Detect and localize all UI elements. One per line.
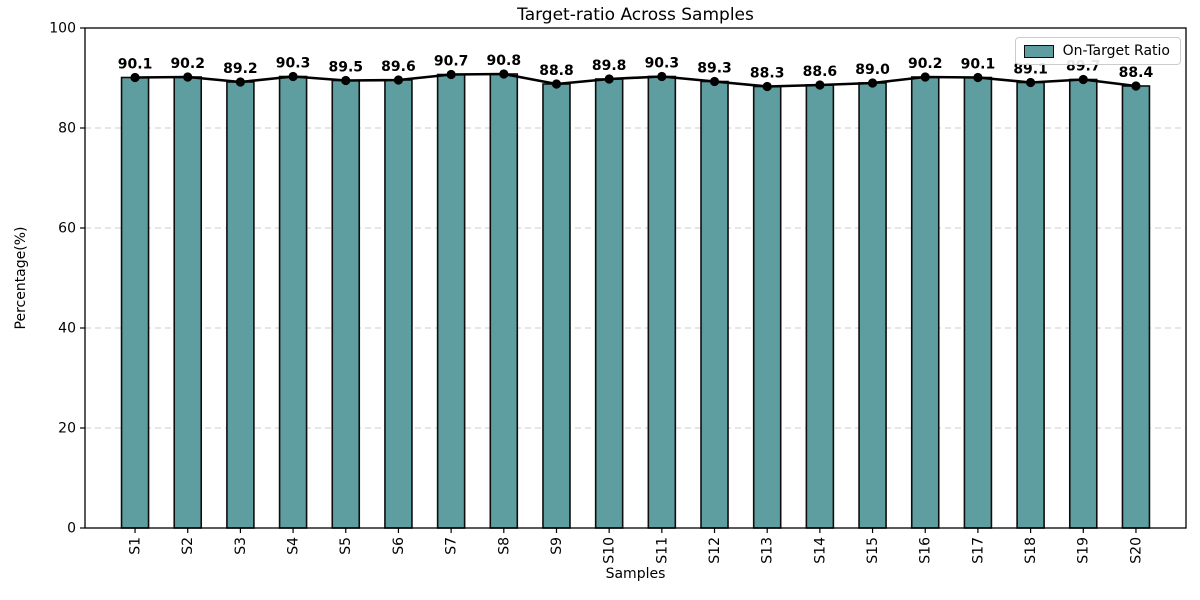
value-label: 89.8 xyxy=(592,58,627,74)
x-tick-label: S9 xyxy=(549,537,565,555)
value-label: 90.3 xyxy=(276,56,311,72)
x-tick-label: S3 xyxy=(233,537,249,555)
bar xyxy=(647,75,677,529)
data-point-marker xyxy=(973,72,983,83)
bar xyxy=(542,83,571,529)
x-tick-label: S13 xyxy=(760,537,776,564)
data-point-marker xyxy=(1025,77,1036,88)
x-tick-label: S11 xyxy=(654,537,670,564)
data-point-marker xyxy=(288,71,298,82)
value-label: 89.6 xyxy=(381,59,416,75)
value-label: 88.3 xyxy=(750,66,785,82)
value-label: 89.3 xyxy=(697,61,732,77)
bar xyxy=(120,76,150,529)
x-tick-label: S12 xyxy=(707,537,723,564)
bar xyxy=(700,80,729,529)
value-label: 90.1 xyxy=(118,57,153,73)
x-tick-label: S20 xyxy=(1128,537,1144,564)
x-tick-label: S14 xyxy=(812,537,828,564)
x-tick-label: S15 xyxy=(865,537,881,564)
legend: On-Target Ratio xyxy=(1014,37,1181,65)
legend-swatch-icon xyxy=(1023,44,1054,58)
bar xyxy=(805,84,835,529)
x-tick-label: S5 xyxy=(338,537,354,555)
bar xyxy=(910,76,940,529)
bar xyxy=(1068,78,1098,529)
axis-frame xyxy=(84,27,1187,529)
bar xyxy=(226,81,255,529)
bar xyxy=(173,76,203,529)
value-label: 88.8 xyxy=(539,63,574,79)
bar xyxy=(384,79,413,529)
data-point-marker xyxy=(235,77,246,87)
legend-label: On-Target Ratio xyxy=(1062,43,1170,59)
y-tick-label: 100 xyxy=(49,20,76,36)
x-tick-label: S6 xyxy=(391,537,407,555)
bar xyxy=(594,78,624,529)
bar xyxy=(1016,81,1045,529)
bar xyxy=(331,79,361,529)
value-label: 89.2 xyxy=(223,61,258,77)
data-point-marker xyxy=(130,72,140,83)
value-label: 89.0 xyxy=(855,62,890,78)
x-axis-label: Samples xyxy=(605,566,666,582)
x-tick-label: S16 xyxy=(918,537,934,564)
data-point-marker xyxy=(762,81,772,92)
value-label: 88.4 xyxy=(1119,65,1154,81)
y-tick-label: 40 xyxy=(58,320,76,336)
x-tick-label: S1 xyxy=(128,537,144,555)
y-tick-label: 20 xyxy=(58,420,76,436)
bar xyxy=(1121,85,1151,529)
value-label: 90.2 xyxy=(908,56,943,72)
value-label: 90.8 xyxy=(487,53,522,69)
trend-line xyxy=(135,72,1137,88)
data-point-marker xyxy=(867,78,878,88)
data-point-marker xyxy=(446,69,456,80)
value-label: 89.1 xyxy=(1013,62,1048,78)
x-tick-label: S10 xyxy=(602,537,618,564)
bar xyxy=(752,85,782,529)
bar xyxy=(489,73,519,529)
x-tick-label: S4 xyxy=(286,537,302,555)
x-tick-label: S7 xyxy=(444,537,460,555)
data-point-marker xyxy=(920,72,930,82)
value-label: 90.1 xyxy=(961,57,996,73)
x-tick-label: S19 xyxy=(1076,537,1092,564)
bar xyxy=(858,82,887,529)
y-tick-label: 80 xyxy=(58,120,76,136)
data-point-marker xyxy=(551,79,562,89)
bar xyxy=(278,75,308,529)
x-tick-label: S18 xyxy=(1023,537,1039,564)
data-point-marker xyxy=(604,74,614,84)
value-label: 88.6 xyxy=(803,64,838,80)
value-label: 90.7 xyxy=(434,54,469,70)
x-tick-label: S2 xyxy=(180,537,196,555)
x-tick-label: S8 xyxy=(496,537,512,555)
data-point-marker xyxy=(183,72,193,82)
y-tick-label: 60 xyxy=(58,220,76,236)
data-point-marker xyxy=(1131,81,1141,91)
data-point-marker xyxy=(657,71,667,82)
bar xyxy=(436,73,466,529)
data-point-marker xyxy=(499,69,509,79)
data-point-marker xyxy=(1078,74,1088,85)
data-point-marker xyxy=(815,80,825,90)
data-point-marker xyxy=(393,75,404,85)
data-point-marker xyxy=(709,76,720,87)
value-label: 90.2 xyxy=(170,56,205,72)
bar xyxy=(963,76,993,529)
x-tick-label: S17 xyxy=(970,537,986,564)
chart-title: Target-ratio Across Samples xyxy=(517,5,754,25)
value-label: 90.3 xyxy=(645,56,680,72)
value-label: 89.5 xyxy=(328,60,363,76)
y-tick-label: 0 xyxy=(67,520,76,536)
data-point-marker xyxy=(341,75,351,86)
